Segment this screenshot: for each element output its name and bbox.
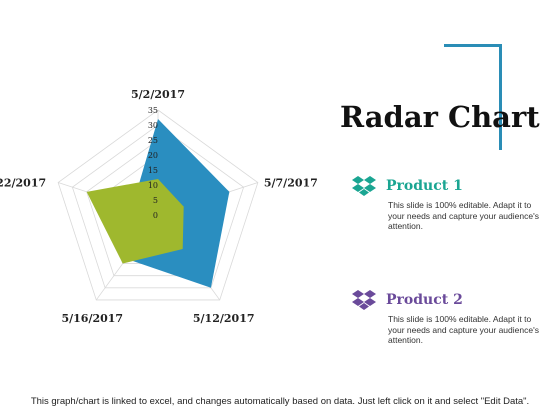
dropbox-icon [352, 176, 376, 196]
footer-note: This graph/chart is linked to excel, and… [30, 396, 530, 407]
legend-label: Product 1 [386, 178, 463, 194]
radar-category-label: 5/2/2017 [131, 88, 185, 101]
radar-tick-labels: 0 5 10 15 20 25 30 35 [148, 106, 158, 220]
slide-title: Radar Chart [340, 100, 540, 134]
legend-description: This slide is 100% editable. Adapt it to… [388, 200, 539, 231]
dropbox-icon [352, 290, 376, 310]
radar-category-label: 5/22/2017 [0, 177, 46, 190]
radar-tick-label: 0 [153, 211, 158, 220]
legend-item-product-2: Product 2 This slide is 100% editable. A… [352, 290, 542, 346]
radar-category-labels: 5/2/2017 5/7/2017 5/12/2017 5/16/2017 5/22/2… [0, 88, 318, 325]
radar-tick-label: 20 [148, 151, 158, 160]
legend-label: Product 2 [386, 292, 463, 308]
radar-series-product-2 [86, 179, 184, 264]
radar-tick-label: 15 [148, 166, 158, 175]
radar-tick-label: 35 [148, 106, 158, 115]
radar-grid-ring [71, 124, 245, 289]
radar-tick-label: 25 [148, 136, 158, 145]
radar-category-label: 5/16/2017 [61, 312, 123, 325]
radar-tick-label: 30 [148, 121, 158, 130]
radar-chart: 0 5 10 15 20 25 30 35 5/2/2017 5/7/2017 5/12/2017… [0, 88, 318, 325]
radar-category-label: 5/7/2017 [264, 177, 318, 190]
radar-tick-label: 10 [148, 181, 158, 190]
radar-series [86, 119, 230, 288]
radar-tick-label: 5 [153, 196, 158, 205]
legend-description: This slide is 100% editable. Adapt it to… [388, 314, 539, 345]
radar-grid-ring [57, 109, 259, 301]
radar-category-label: 5/12/2017 [193, 312, 255, 325]
decorative-frame [444, 44, 502, 150]
legend-item-product-1: Product 1 This slide is 100% editable. A… [352, 176, 542, 232]
